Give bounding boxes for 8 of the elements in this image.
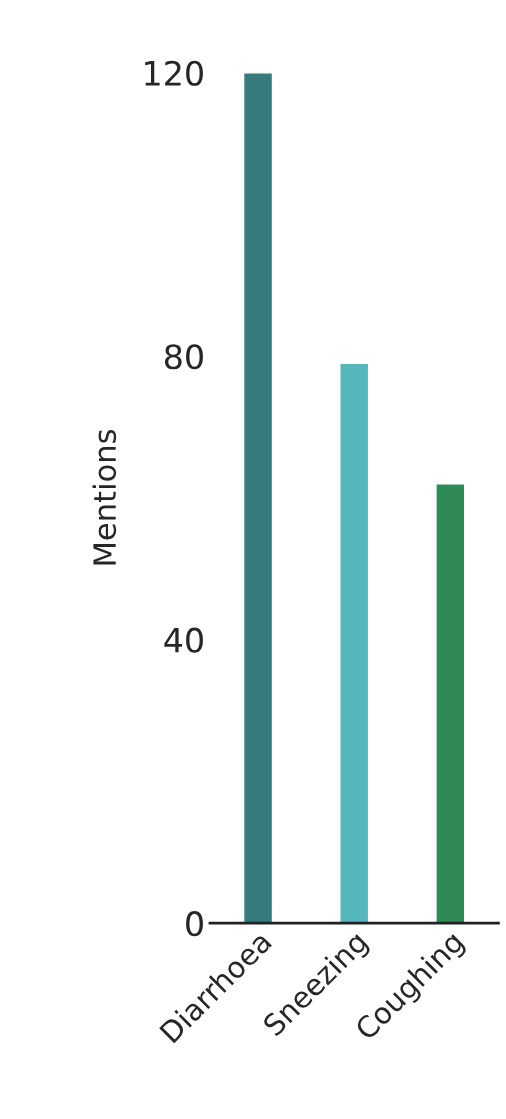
- bar: [242, 72, 274, 924]
- y-axis-title: Mentions: [92, 429, 117, 565]
- bar: [435, 483, 466, 924]
- bar: [339, 362, 370, 924]
- y-tick-label: 40: [164, 627, 203, 653]
- y-tick-label: 80: [164, 344, 203, 370]
- y-tick-label: 0: [186, 911, 203, 937]
- y-tick-label: 120: [145, 60, 203, 86]
